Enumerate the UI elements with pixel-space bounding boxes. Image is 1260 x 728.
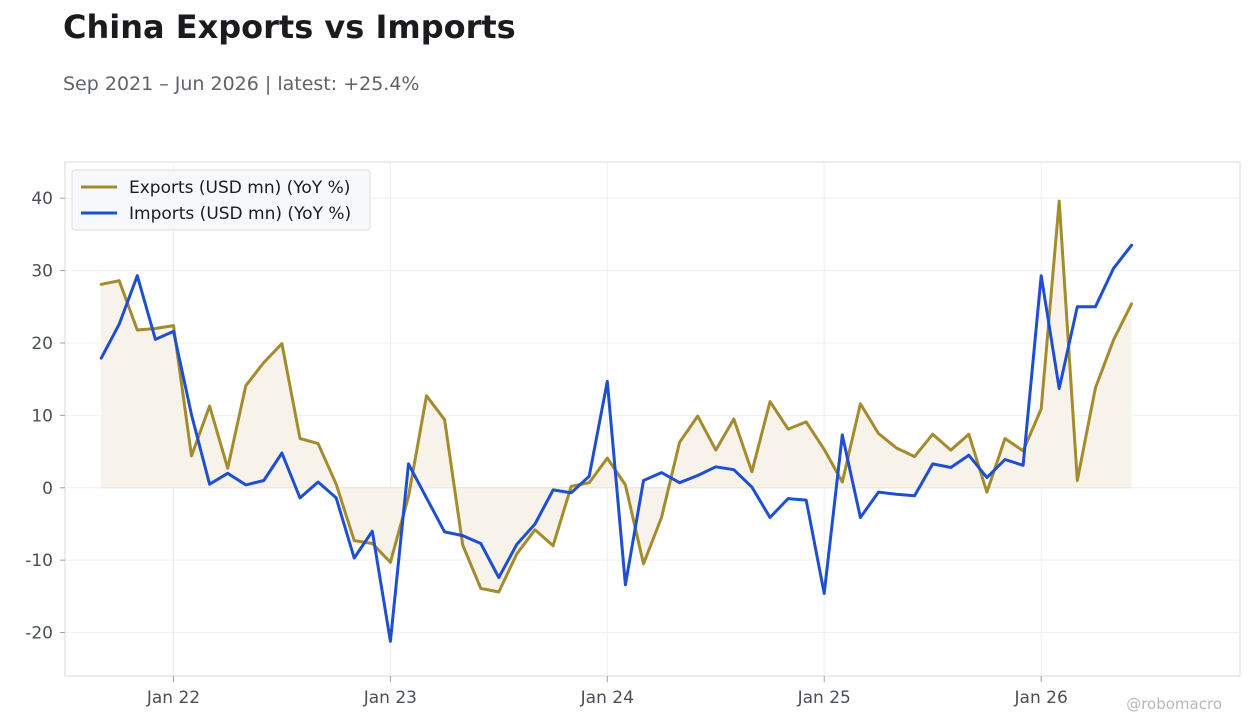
watermark: @robomacro [1126, 695, 1222, 713]
y-tick-label: 30 [31, 262, 53, 282]
y-tick-label: 40 [31, 189, 53, 209]
x-tick-label: Jan 22 [146, 688, 200, 708]
y-tick-label: 10 [31, 406, 53, 426]
legend: Exports (USD mn) (YoY %) Imports (USD mn)… [71, 169, 371, 231]
legend-box [71, 169, 371, 231]
chart-title: China Exports vs Imports [63, 8, 516, 46]
legend-exports-label: Exports (USD mn) (YoY %) [129, 178, 350, 198]
x-tick-label: Jan 26 [1014, 688, 1068, 708]
x-tick-label: Jan 24 [580, 688, 634, 708]
exports-fill-area [101, 201, 1132, 593]
y-tick-label: -10 [25, 551, 53, 571]
y-tick-label: -20 [25, 624, 53, 644]
legend-imports-label: Imports (USD mn) (YoY %) [129, 204, 351, 224]
x-tick-label: Jan 23 [363, 688, 417, 708]
y-tick-label: 0 [42, 479, 53, 499]
x-tick-label: Jan 25 [797, 688, 851, 708]
imports-line [99, 243, 1133, 643]
chart-subtitle: Sep 2021 – Jun 2026 | latest: +25.4% [63, 73, 420, 95]
y-tick-label: 20 [31, 334, 53, 354]
